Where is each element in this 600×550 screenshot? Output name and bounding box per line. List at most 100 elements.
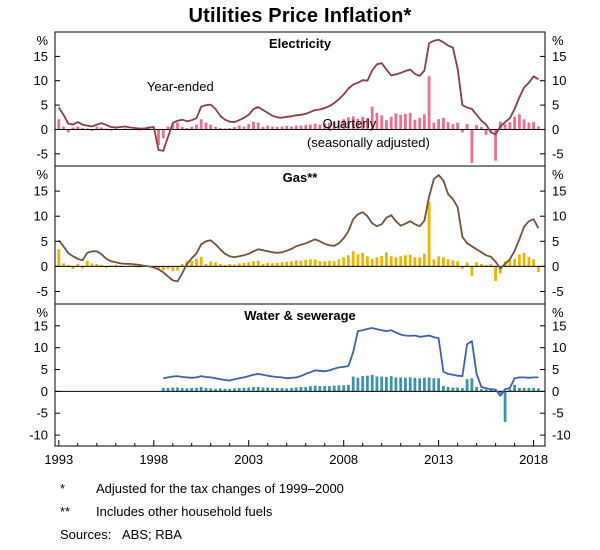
quarterly-bar (290, 126, 293, 130)
quarterly-bar (81, 128, 84, 130)
quarterly-bar (223, 388, 227, 392)
quarterly-bar (195, 258, 198, 267)
quarterly-bar (90, 263, 94, 267)
quarterly-bar (413, 119, 417, 130)
quarterly-bar (480, 389, 483, 392)
quarterly-bar (475, 387, 478, 392)
quarterly-bar (356, 118, 360, 130)
quarterly-bar (285, 126, 289, 130)
water-sewerage-quarterly-bars (161, 374, 540, 422)
quarterly-bar (275, 127, 279, 130)
quarterly-bar (166, 387, 170, 392)
quarterly-bar (508, 260, 512, 267)
quarterly-bar (157, 129, 160, 146)
panel-electricity: -5 -5 0 0 5 5 10 10 15 15% % Electricity Year-ended Q… (34, 31, 566, 167)
quarterly-bar (209, 261, 213, 267)
quarterly-bar (332, 122, 336, 130)
series-annotation: Quarterly (323, 116, 377, 131)
electricity-quarterly-bars (57, 76, 540, 164)
quarterly-bar (465, 262, 469, 267)
quarterly-bar (233, 127, 236, 130)
quarterly-bar (214, 127, 217, 130)
quarterly-bar (318, 386, 322, 392)
y-tick-label: 10 (34, 73, 48, 88)
quarterly-bar (199, 387, 203, 392)
panel-water-sewerage: -10 -10 -5 -5 0 0 5 5 10 10 15 15% % Water & sewerage (29, 303, 571, 447)
quarterly-bar (442, 257, 445, 267)
quarterly-bar (437, 256, 440, 267)
footnote-1: * Adjusted for the tax changes of 1999–2… (60, 481, 600, 496)
quarterly-bar (161, 266, 165, 271)
y-axis-unit-label: % (36, 167, 48, 182)
quarterly-bar (323, 261, 327, 267)
quarterly-bar (180, 263, 184, 267)
quarterly-bar (252, 121, 255, 130)
quarterly-bar (228, 263, 232, 267)
panel-title: Electricity (269, 36, 332, 51)
quarterly-bar (380, 376, 384, 392)
quarterly-bar (204, 122, 208, 130)
quarterly-bar (280, 126, 284, 130)
quarterly-bar (199, 119, 203, 130)
quarterly-bar (176, 122, 179, 130)
quarterly-bar (233, 264, 236, 267)
quarterly-bar (399, 114, 403, 130)
y-tick-label: 5 (552, 98, 559, 113)
quarterly-bar (313, 123, 317, 130)
quarterly-bar (204, 263, 208, 267)
series-annotation: Year-ended (147, 79, 214, 94)
quarterly-bar (484, 264, 488, 267)
x-tick-label: 2013 (424, 452, 453, 467)
quarterly-bar (256, 260, 260, 267)
quarterly-bar (518, 387, 521, 392)
y-tick-label: 0 (552, 384, 559, 399)
quarterly-bar (361, 376, 365, 392)
quarterly-bar (190, 126, 194, 130)
y-tick-label: 0 (41, 259, 48, 274)
quarterly-bar (195, 387, 198, 392)
quarterly-bar (290, 387, 293, 392)
quarterly-bar (209, 388, 213, 392)
quarterly-bar (256, 122, 260, 130)
quarterly-bar (537, 126, 540, 130)
quarterly-bar (342, 119, 346, 130)
quarterly-bar (180, 387, 184, 392)
quarterly-bar (76, 263, 80, 267)
quarterly-bar (427, 377, 431, 392)
quarterly-bar (261, 263, 265, 267)
quarterly-bar (323, 123, 327, 130)
quarterly-bar (195, 124, 198, 130)
quarterly-bar (85, 260, 89, 267)
x-tick-label: 1993 (44, 452, 73, 467)
chart-title: Utilities Price Inflation* (188, 5, 412, 27)
quarterly-bar (176, 387, 179, 392)
quarterly-bar (370, 374, 374, 392)
y-tick-label: -5 (36, 284, 48, 299)
quarterly-bar (347, 117, 350, 130)
quarterly-bar (171, 124, 175, 130)
sources-line: Sources: ABS; RBA (60, 527, 600, 542)
quarterly-bar (214, 388, 217, 392)
y-tick-label: 0 (552, 259, 559, 274)
quarterly-bar (299, 387, 303, 392)
quarterly-bar (71, 266, 75, 269)
quarterly-bar (299, 260, 303, 267)
quarterly-bar (513, 384, 516, 392)
quarterly-bar (218, 388, 222, 392)
quarterly-bar (389, 376, 393, 392)
quarterly-bar (180, 127, 184, 130)
quarterly-bar (451, 387, 455, 392)
quarterly-bar (218, 263, 222, 267)
quarterly-bar (161, 129, 165, 139)
quarterly-bar (171, 387, 175, 392)
quarterly-bar (489, 389, 493, 392)
y-tick-label: 5 (41, 98, 48, 113)
quarterly-bar (423, 377, 426, 392)
quarterly-bar (237, 125, 241, 130)
quarterly-bar (242, 126, 246, 130)
quarterly-bar (527, 256, 531, 267)
quarterly-bar (522, 252, 526, 267)
quarterly-bar (351, 116, 355, 130)
quarterly-bar (437, 378, 440, 392)
quarterly-bar (271, 263, 274, 267)
